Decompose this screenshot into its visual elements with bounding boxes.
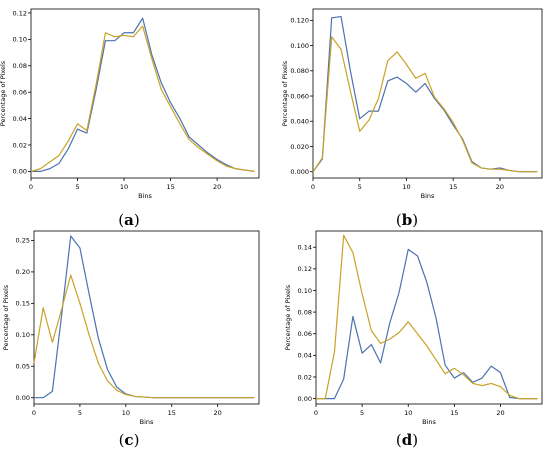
x-tick-label: 15 xyxy=(166,183,174,191)
y-axis-label: Percentage of Pixels xyxy=(2,284,10,350)
x-axis-label: Bins xyxy=(421,192,435,200)
chart-panel-b: 0 5 10 15 20 0.000 0.020 0.040 0.060 0.080 0.100 0.… xyxy=(281,8,543,200)
series-line-1 xyxy=(31,17,255,172)
y-tick-label: 0.00 xyxy=(298,395,312,403)
chart-panel-c: 0 5 10 15 20 0.00 0.05 0.10 0.15 0.20 0.25 Bins Perc… xyxy=(2,230,260,426)
y-tick-label: 0.100 xyxy=(290,42,309,50)
y-tick-label: 0.00 xyxy=(16,394,30,402)
y-tick-label: 0.20 xyxy=(16,268,30,276)
axes-frame xyxy=(312,8,543,179)
y-tick-label: 0.040 xyxy=(290,118,309,126)
panel-label-d: (d) xyxy=(395,431,419,449)
x-tick-label: 20 xyxy=(496,409,504,417)
y-tick-label: 0.020 xyxy=(290,143,309,151)
y-tick-label: 0.12 xyxy=(298,265,312,273)
y-tick-label: 0.08 xyxy=(13,62,27,70)
axes-frame xyxy=(33,230,260,405)
y-tick-label: 0.04 xyxy=(13,115,27,123)
y-tick-label: 0.02 xyxy=(298,373,312,381)
y-axis-label: Percentage of Pixels xyxy=(284,284,292,350)
y-tick-label: 0.15 xyxy=(16,300,30,308)
x-tick-label: 5 xyxy=(78,409,82,417)
y-tick-label: 0.00 xyxy=(13,168,27,176)
series-line-2 xyxy=(33,274,255,399)
x-axis-label: Bins xyxy=(140,418,154,426)
series-line-1 xyxy=(312,15,538,173)
series-line-2 xyxy=(316,234,538,400)
chart-panel-d: 0 5 10 15 20 0.00 0.02 0.04 0.06 0.08 0.10 0.12 0.14… xyxy=(284,230,543,426)
chart-panel-a: 0 5 10 15 20 0.00 0.02 0.04 0.06 0.08 0.10 0.12 Bins… xyxy=(0,8,260,200)
x-axis-label: Bins xyxy=(422,418,436,426)
panel-label-b: (b) xyxy=(395,211,419,229)
y-tick-label: 0.08 xyxy=(298,308,312,316)
x-tick-label: 10 xyxy=(120,183,128,191)
x-tick-label: 20 xyxy=(213,183,221,191)
x-tick-label: 10 xyxy=(404,409,412,417)
y-tick-label: 0.12 xyxy=(13,9,27,17)
axes-frame xyxy=(30,8,260,179)
x-tick-label: 10 xyxy=(402,183,410,191)
y-tick-label: 0.06 xyxy=(13,88,27,96)
y-tick-label: 0.25 xyxy=(16,237,30,245)
y-tick-label: 0.060 xyxy=(290,92,309,100)
x-tick-label: 5 xyxy=(75,183,79,191)
y-tick-label: 0.10 xyxy=(16,331,30,339)
x-tick-label: 20 xyxy=(214,409,222,417)
y-tick-label: 0.10 xyxy=(13,36,27,44)
y-tick-label: 0.000 xyxy=(290,168,309,176)
y-axis-label: Percentage of Pixels xyxy=(0,60,7,126)
x-tick-label: 0 xyxy=(32,409,36,417)
x-tick-label: 0 xyxy=(311,183,315,191)
x-tick-label: 15 xyxy=(450,409,458,417)
x-tick-label: 5 xyxy=(360,409,364,417)
y-tick-label: 0.120 xyxy=(290,17,309,25)
y-axis-label: Percentage of Pixels xyxy=(281,60,289,126)
x-tick-label: 15 xyxy=(168,409,176,417)
series-line-1 xyxy=(316,248,538,400)
y-tick-label: 0.02 xyxy=(13,141,27,149)
panel-label-a: (a) xyxy=(118,211,140,229)
x-tick-label: 20 xyxy=(496,183,504,191)
axes-frame xyxy=(315,230,543,405)
y-tick-label: 0.14 xyxy=(298,244,312,252)
y-tick-label: 0.06 xyxy=(298,330,312,338)
x-tick-label: 0 xyxy=(29,183,33,191)
y-tick-label: 0.04 xyxy=(298,352,312,360)
y-tick-label: 0.05 xyxy=(16,363,30,371)
x-tick-label: 10 xyxy=(122,409,130,417)
x-tick-label: 0 xyxy=(314,409,318,417)
y-tick-label: 0.080 xyxy=(290,67,309,75)
y-tick-label: 0.10 xyxy=(298,287,312,295)
series-line-2 xyxy=(312,36,538,173)
series-line-2 xyxy=(30,25,255,172)
series-line-1 xyxy=(34,235,255,399)
x-tick-label: 5 xyxy=(358,183,362,191)
x-tick-label: 15 xyxy=(449,183,457,191)
x-axis-label: Bins xyxy=(138,192,152,200)
panel-label-c: (c) xyxy=(118,431,140,449)
